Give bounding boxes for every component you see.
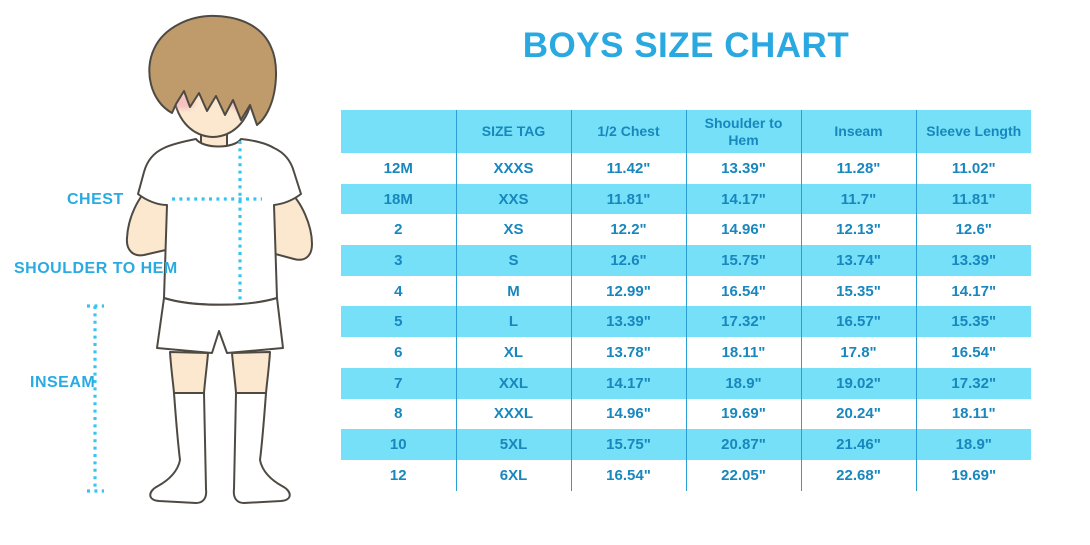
header-cell-blank — [341, 110, 456, 153]
shorts — [156, 297, 284, 354]
cell-inseam: 19.02" — [800, 367, 916, 399]
left-sock — [149, 392, 208, 504]
table-row: 18M XXS 11.81" 14.17" 11.7" 11.81" — [341, 183, 1031, 215]
cell-sleeve-length: 18.11" — [915, 398, 1031, 430]
table-row: 7 XXL 14.17" 18.9" 19.02" 17.32" — [341, 367, 1031, 399]
boy-illustration: CHEST SHOULDER TO HEM INSEAM — [14, 14, 313, 504]
cell-sleeve-length: 13.39" — [915, 245, 1031, 276]
cell-sleeve-length: 17.32" — [915, 367, 1031, 399]
cell-inseam: 11.28" — [800, 153, 916, 184]
cell-half-chest: 12.99" — [570, 275, 686, 307]
cell-half-chest: 14.96" — [570, 398, 686, 430]
table-row: 12M XXXS 11.42" 13.39" 11.28" 11.02" — [341, 153, 1031, 184]
cell-size-tag: L — [455, 306, 571, 338]
cell-inseam: 17.8" — [800, 337, 916, 368]
cell-half-chest: 13.78" — [570, 337, 686, 368]
table-row: 6 XL 13.78" 18.11" 17.8" 16.54" — [341, 337, 1031, 368]
cell-size-tag: 5XL — [455, 429, 571, 460]
cell-sleeve-length: 11.02" — [915, 153, 1031, 184]
cell-size-tag: XXXS — [455, 153, 571, 184]
cell-inseam: 12.13" — [800, 214, 916, 246]
shoulder-to-hem-label: SHOULDER TO HEM — [14, 260, 178, 277]
cell-half-chest: 14.17" — [570, 367, 686, 399]
left-leg — [169, 351, 209, 394]
cell-size: 5 — [341, 306, 456, 338]
cell-size-tag: S — [455, 245, 571, 276]
header-cell-half-chest: 1/2 Chest — [570, 110, 686, 153]
header-row: SIZE TAG 1/2 Chest Shoulder to Hem Insea… — [341, 110, 1031, 153]
table-row: 8 XXXL 14.96" 19.69" 20.24" 18.11" — [341, 398, 1031, 430]
cell-shoulder-to-hem: 20.87" — [685, 429, 801, 460]
cell-shoulder-to-hem: 14.96" — [685, 214, 801, 246]
cell-size: 4 — [394, 282, 403, 300]
cell-shoulder-to-hem: 16.54" — [685, 275, 801, 307]
page-title: BOYS SIZE CHART — [522, 26, 850, 65]
header-cell-shoulder-to-hem: Shoulder to Hem — [685, 110, 801, 153]
cell-inseam: 22.68" — [800, 459, 916, 491]
cell-inseam: 16.57" — [800, 306, 916, 338]
cell-shoulder-to-hem: 14.17" — [685, 183, 801, 215]
cell-inseam: 20.24" — [800, 398, 916, 430]
cell-half-chest: 13.39" — [570, 306, 686, 338]
right-leg — [231, 351, 271, 394]
cell-shoulder-to-hem: 13.39" — [685, 153, 801, 184]
cell-size-tag: XXXL — [455, 398, 571, 430]
right-arm — [267, 189, 313, 261]
cell-shoulder-to-hem: 19.69" — [685, 398, 801, 430]
cell-size: 3 — [341, 245, 456, 276]
cell-shoulder-to-hem: 18.9" — [685, 367, 801, 399]
cell-sleeve-length: 12.6" — [915, 214, 1031, 246]
cell-size-tag: XXL — [455, 367, 571, 399]
cell-sleeve-length: 14.17" — [915, 275, 1031, 307]
cell-size-tag: 6XL — [455, 459, 571, 491]
header-cell-size-tag: SIZE TAG — [455, 110, 571, 153]
cell-half-chest: 11.81" — [570, 183, 686, 215]
cell-shoulder-to-hem: 22.05" — [685, 459, 801, 491]
cell-size: 10 — [341, 429, 456, 460]
cell-inseam: 15.35" — [800, 275, 916, 307]
right-sock — [232, 392, 291, 504]
cell-size: 12 — [389, 466, 407, 484]
cell-sleeve-length: 18.9" — [915, 429, 1031, 460]
cell-size: 8 — [394, 405, 403, 423]
size-table: SIZE TAG 1/2 Chest Shoulder to Hem Insea… — [341, 110, 1031, 491]
table-row: 12 6XL 16.54" 22.05" 22.68" 19.69" — [341, 459, 1031, 491]
cell-half-chest: 12.6" — [570, 245, 686, 276]
cell-size: 6 — [394, 343, 403, 361]
table-row: 2 XS 12.2" 14.96" 12.13" 12.6" — [341, 214, 1031, 246]
cell-size-tag: XL — [455, 337, 571, 368]
cell-half-chest: 11.42" — [570, 153, 686, 184]
cell-inseam: 13.74" — [800, 245, 916, 276]
chest-label: CHEST — [67, 191, 124, 208]
cell-shoulder-to-hem: 18.11" — [685, 337, 801, 368]
cell-half-chest: 12.2" — [570, 214, 686, 246]
cell-sleeve-length: 19.69" — [915, 459, 1031, 491]
cell-size-tag: XXS — [455, 183, 571, 215]
cell-shoulder-to-hem: 17.32" — [685, 306, 801, 338]
cell-inseam: 11.7" — [800, 183, 916, 215]
cell-shoulder-to-hem: 15.75" — [685, 245, 801, 276]
header-cell-sleeve-length: Sleeve Length — [915, 110, 1031, 153]
cell-half-chest: 16.54" — [570, 459, 686, 491]
cell-sleeve-length: 11.81" — [915, 183, 1031, 215]
cell-size-tag: XS — [455, 214, 571, 246]
cell-size: 18M — [341, 183, 456, 215]
hair — [148, 14, 278, 126]
table-row: 3 S 12.6" 15.75" 13.74" 13.39" — [341, 245, 1031, 276]
table-row: 10 5XL 15.75" 20.87" 21.46" 18.9" — [341, 429, 1031, 460]
cell-half-chest: 15.75" — [570, 429, 686, 460]
header-cell-inseam: Inseam — [800, 110, 916, 153]
cell-inseam: 21.46" — [800, 429, 916, 460]
cell-size: 12M — [383, 159, 413, 177]
table-row: 5 L 13.39" 17.32" 16.57" 15.35" — [341, 306, 1031, 338]
cell-size-tag: M — [455, 275, 571, 307]
cell-size: 7 — [341, 367, 456, 399]
table-row: 4 M 12.99" 16.54" 15.35" 14.17" — [341, 275, 1031, 307]
cell-sleeve-length: 16.54" — [915, 337, 1031, 368]
cell-sleeve-length: 15.35" — [915, 306, 1031, 338]
cell-size: 2 — [394, 221, 403, 239]
inseam-label: INSEAM — [30, 374, 95, 391]
